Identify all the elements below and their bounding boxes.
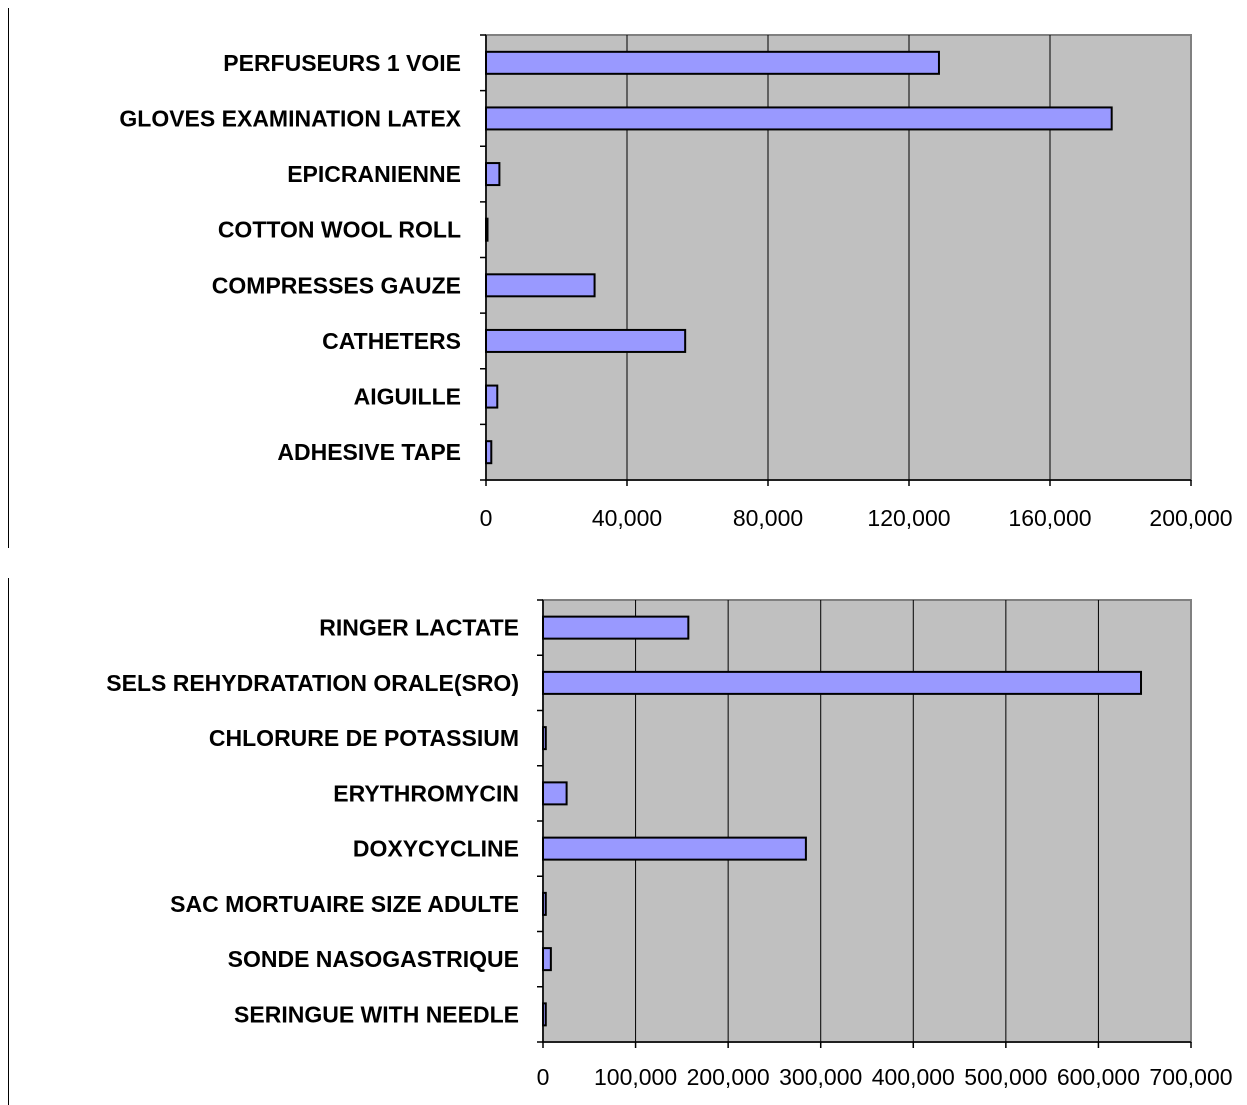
- bar: [542, 947, 552, 972]
- category-label: SELS REHYDRATATION ORALE(SRO): [106, 670, 519, 696]
- category-label: ADHESIVE TAPE: [277, 439, 461, 465]
- bar: [542, 615, 690, 640]
- left-border-line: [8, 8, 9, 548]
- x-tick-label: 500,000: [964, 1064, 1047, 1090]
- chart-medicines: 0 100,000 200,000 300,000 400,000 500,000 600,…: [0, 570, 1247, 1105]
- bar: [542, 726, 547, 751]
- category-label: COMPRESSES GAUZE: [212, 272, 461, 298]
- chart-supplies-svg: 0 40,000 80,000 120,000 160,000 200,000 PERFUS…: [119, 34, 1233, 531]
- bar: [485, 384, 499, 409]
- bar: [485, 440, 493, 465]
- category-label: CHLORURE DE POTASSIUM: [209, 725, 519, 751]
- bar: [542, 670, 1143, 695]
- plot-area: [542, 599, 1192, 1043]
- bar: [542, 836, 807, 861]
- bar: [485, 162, 501, 187]
- x-tick-label: 0: [480, 505, 493, 531]
- plot-area: [485, 34, 1192, 481]
- bar: [485, 217, 489, 242]
- bar: [542, 1002, 547, 1027]
- x-tick-label: 200,000: [1149, 505, 1232, 531]
- bar: [485, 106, 1113, 131]
- category-label: COTTON WOOL ROLL: [218, 217, 461, 243]
- bar: [485, 328, 687, 353]
- x-tick-label: 120,000: [867, 505, 950, 531]
- x-tick-label: 160,000: [1008, 505, 1091, 531]
- x-tick-label: 400,000: [872, 1064, 955, 1090]
- x-tick-label: 80,000: [733, 505, 803, 531]
- left-border-line: [8, 578, 9, 1105]
- x-tick-label: 0: [537, 1064, 550, 1090]
- category-label: SERINGUE WITH NEEDLE: [234, 1001, 519, 1027]
- chart-supplies: 0 40,000 80,000 120,000 160,000 200,000 PERFUS…: [8, 8, 1233, 548]
- x-tick-label: 300,000: [779, 1064, 862, 1090]
- x-tick-label: 40,000: [592, 505, 662, 531]
- bar: [485, 50, 940, 75]
- category-label: SONDE NASOGASTRIQUE: [228, 946, 519, 972]
- x-tick-label: 100,000: [594, 1064, 677, 1090]
- category-label: RINGER LACTATE: [319, 615, 519, 641]
- category-label: DOXYCYCLINE: [353, 836, 519, 862]
- x-tick-label: 200,000: [687, 1064, 770, 1090]
- chart-medicines-svg: 0 100,000 200,000 300,000 400,000 500,000 600,…: [106, 599, 1233, 1090]
- x-tick-label: 600,000: [1057, 1064, 1140, 1090]
- category-label: SAC MORTUAIRE SIZE ADULTE: [170, 891, 519, 917]
- bar: [542, 891, 547, 916]
- bar: [485, 273, 596, 298]
- category-label: CATHETERS: [322, 328, 461, 354]
- category-label: GLOVES EXAMINATION LATEX: [119, 105, 461, 131]
- category-label: AIGUILLE: [354, 384, 461, 410]
- x-tick-label: 700,000: [1149, 1064, 1232, 1090]
- category-label: ERYTHROMYCIN: [333, 780, 519, 806]
- category-label: EPICRANIENNE: [287, 161, 461, 187]
- category-label: PERFUSEURS 1 VOIE: [223, 50, 461, 76]
- bar: [542, 781, 568, 806]
